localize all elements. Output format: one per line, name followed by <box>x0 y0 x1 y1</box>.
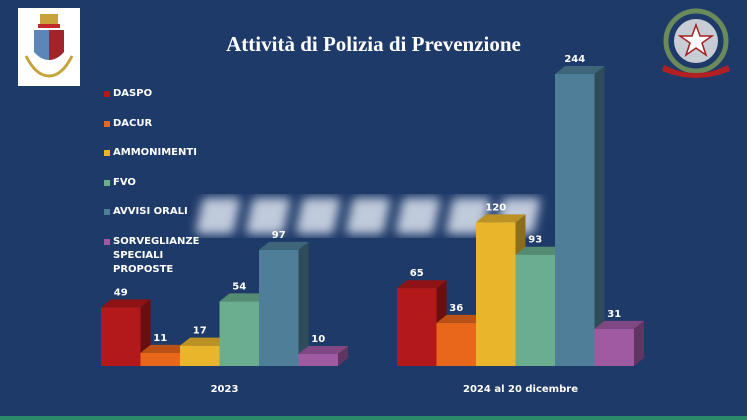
legend-item: SORVEGLIANZE SPECIALI PROPOSTE <box>104 236 223 275</box>
legend-swatch <box>104 91 110 97</box>
bar-top <box>476 214 526 223</box>
bar-side <box>338 346 348 366</box>
legend-item: AMMONIMENTI <box>104 147 223 177</box>
category-label: 2023 <box>211 384 239 395</box>
bar-2023-avvisi-orali: 97 <box>259 230 309 366</box>
legend-label: SORVEGLIANZE SPECIALI PROPOSTE <box>113 235 200 275</box>
footer-strip <box>0 416 747 420</box>
legend-item: DACUR <box>104 118 223 148</box>
bar-top <box>555 66 605 74</box>
legend-swatch <box>104 209 110 215</box>
data-label: 54 <box>232 281 246 292</box>
bar-front <box>101 307 141 366</box>
legend-label: DACUR <box>113 117 153 129</box>
watermark-letter-shape <box>246 198 291 234</box>
bar-front <box>219 301 259 366</box>
bar-2024-al-20-dicembre-avvisi-orali: 244 <box>555 54 605 366</box>
legend-label: FVO <box>113 176 136 188</box>
bar-side <box>298 241 309 366</box>
bar-2024-al-20-dicembre-daspo: 65 <box>397 268 447 366</box>
data-label: 244 <box>564 54 585 65</box>
watermark-letter-shape <box>396 198 441 234</box>
bar-front <box>298 354 338 366</box>
data-label: 93 <box>528 235 542 246</box>
legend-swatch <box>104 150 110 156</box>
data-label: 17 <box>193 326 207 337</box>
bar-front <box>476 222 516 366</box>
bar-front <box>180 345 220 366</box>
data-label: 120 <box>485 202 506 213</box>
polizia-crest-logo <box>18 8 80 86</box>
bar-top <box>140 344 190 353</box>
bar-2024-al-20-dicembre-sorveglianze-speciali-proposte: 31 <box>594 309 644 366</box>
legend-label: AVVISI ORALI <box>113 206 188 217</box>
data-label: 65 <box>410 268 424 279</box>
bar-top <box>259 241 309 250</box>
category-label: 2024 al 20 dicembre <box>463 384 578 395</box>
legend-item: AVVISI ORALI <box>104 206 223 236</box>
bar-side <box>594 66 605 366</box>
bar-top <box>180 337 230 346</box>
bar-front <box>436 322 476 366</box>
data-label: 11 <box>153 333 167 344</box>
chart-legend: DASPO DACUR AMMONIMENTI FVO AVVISI ORALI SORV… <box>104 88 223 275</box>
legend-label: DASPO <box>113 88 153 99</box>
bar-side <box>634 320 644 366</box>
watermark-letter-shape <box>196 198 241 234</box>
repubblica-italiana-emblem <box>660 5 732 83</box>
bar-top <box>101 299 151 308</box>
page-title: Attività di Polizia di Prevenzione <box>226 32 521 56</box>
data-label: 31 <box>607 309 621 320</box>
bar-top <box>219 293 269 302</box>
bar-top <box>515 246 565 255</box>
legend-swatch <box>104 179 110 186</box>
bar-front <box>140 352 180 366</box>
bar-2024-al-20-dicembre-ammonimenti: 120 <box>476 202 526 366</box>
legend-item: FVO <box>104 177 223 207</box>
bar-top <box>298 346 348 355</box>
data-label: 10 <box>311 334 325 345</box>
bar-front <box>594 328 634 366</box>
data-label: 97 <box>272 230 286 241</box>
watermark-letter-shape <box>296 198 341 234</box>
bar-top <box>397 280 447 289</box>
bar-top <box>436 314 486 323</box>
bar-front <box>555 74 595 366</box>
legend-swatch <box>104 238 110 245</box>
legend-item: DASPO <box>104 88 223 118</box>
bar-front <box>259 249 299 366</box>
legend-swatch <box>104 120 110 127</box>
bar-2023-sorveglianze-speciali-proposte: 10 <box>298 334 348 366</box>
bar-top <box>594 320 644 329</box>
bar-2023-daspo: 49 <box>101 287 151 366</box>
bar-front <box>515 254 555 366</box>
bar-front <box>397 288 437 366</box>
watermark-letter-shape <box>346 198 391 234</box>
data-label: 49 <box>114 287 128 298</box>
legend-label: AMMONIMENTI <box>113 147 197 158</box>
data-label: 36 <box>449 303 463 314</box>
